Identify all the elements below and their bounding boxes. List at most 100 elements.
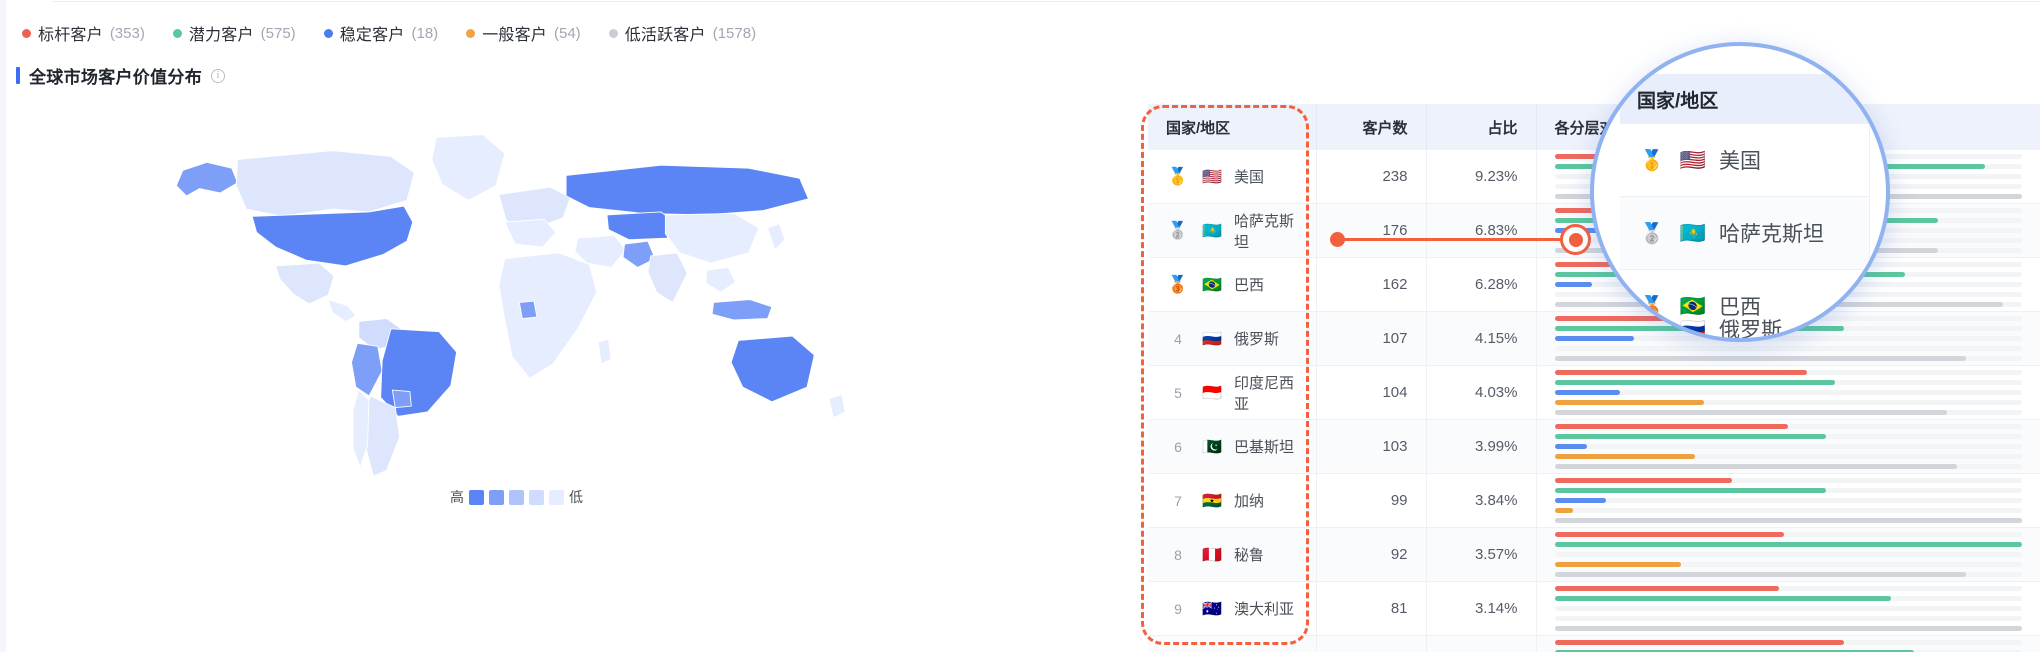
- tier-dot-stable: [323, 28, 333, 38]
- rank-number: 4: [1174, 330, 1182, 347]
- tier-bar-track-5: [1554, 410, 2022, 415]
- title-accent-bar: [16, 67, 20, 84]
- tier-bar-track-4: [1554, 346, 2022, 351]
- tier-bar-fill-2: [1554, 488, 1826, 493]
- rank-number: 9: [1174, 600, 1182, 617]
- tier-dot-inactive: [608, 28, 618, 38]
- rank-medal-icon: 🥈: [1167, 220, 1189, 240]
- rank-number: 5: [1174, 384, 1182, 401]
- cell-share: 4.15%: [1426, 311, 1537, 366]
- tier-bar-track-4: [1554, 454, 2022, 459]
- map-color-scale-legend: 高 低: [450, 487, 583, 507]
- table-row[interactable]: 7 🇬🇭 加纳 99 3.84%: [1148, 473, 2040, 528]
- table-row[interactable]: 9 🇦🇺 澳大利亚 81 3.14%: [1148, 581, 2040, 636]
- tier-bar-fill-3: [1554, 336, 1634, 341]
- legend-label: 标杆客户: [38, 27, 103, 44]
- country-name-cell: 🥈 🇰🇿 哈萨克斯坦: [1166, 210, 1298, 252]
- tier-bar-fill-5: [1554, 626, 2022, 631]
- cell-country: 9 🇦🇺 澳大利亚: [1148, 581, 1317, 636]
- country-name-cell: 8 🇵🇪 秘鲁: [1166, 544, 1298, 565]
- cell-customer-count: 176: [1316, 203, 1427, 258]
- flag-icon: 🇰🇿: [1679, 220, 1707, 245]
- tier-bar-fill-3: [1554, 282, 1592, 287]
- tier-bar-track-5: [1554, 464, 2022, 469]
- rank-number: 8: [1174, 546, 1182, 563]
- country-name-cell: 9 🇦🇺 澳大利亚: [1166, 598, 1298, 619]
- cell-country: 🥈 🇰🇿 哈萨克斯坦: [1148, 203, 1317, 258]
- cell-share: 4.03%: [1426, 365, 1537, 420]
- magnifier-partial-row-label: 俄罗斯: [1719, 319, 1782, 342]
- tier-dot-benchmark: [22, 28, 31, 38]
- map-legend-swatch-3: [509, 489, 524, 505]
- tier-bar-track-5: [1554, 626, 2022, 631]
- legend-label: 低活跃客户: [624, 27, 706, 44]
- tier-bar-fill-1: [1554, 532, 1784, 537]
- table-row[interactable]: 10🇵🇾巴拉圭762.95%: [1148, 635, 2040, 652]
- cell-share: 3.57%: [1426, 527, 1537, 582]
- column-header-country[interactable]: 国家/地区: [1148, 104, 1317, 150]
- tier-bar-track-4: [1554, 562, 2022, 567]
- legend-label: 一般客户: [482, 27, 547, 44]
- country-label: 秘鲁: [1234, 547, 1265, 564]
- table-row[interactable]: 8 🇵🇪 秘鲁 92 3.57%: [1148, 527, 2040, 582]
- legend-item-4[interactable]: 一般客户 (54): [466, 21, 581, 45]
- country-name-cell: 5 🇮🇩 印度尼西亚: [1166, 372, 1298, 414]
- tier-bar-fill-3: [1554, 498, 1606, 503]
- magnifier-row: 🥉 🇧🇷 巴西: [1620, 270, 1870, 338]
- world-choropleth-map[interactable]: [150, 130, 880, 510]
- legend-item-1[interactable]: 标杆客户 (353): [22, 21, 145, 45]
- flag-icon: 🇷🇺: [1202, 329, 1222, 348]
- magnifier-overlay: 国家/地区 🥇 🇺🇸 美国 🥈 🇰🇿 哈萨克斯坦 🥉 🇧🇷 巴西 🇷🇺 俄罗斯: [1590, 42, 1890, 342]
- magnifier-column-header: 国家/地区: [1620, 74, 1870, 124]
- legend-item-2[interactable]: 潜力客户 (575): [172, 21, 296, 45]
- tier-bar-group: [1554, 528, 2022, 581]
- table-row[interactable]: 6 🇵🇰 巴基斯坦 103 3.99%: [1148, 419, 2040, 474]
- info-icon[interactable]: i: [211, 68, 225, 83]
- cell-customer-count: 104: [1316, 365, 1427, 420]
- column-header-customers[interactable]: 客户数: [1316, 104, 1427, 150]
- legend-item-3[interactable]: 稳定客户 (18): [323, 21, 438, 45]
- map-legend-swatch-1: [469, 489, 484, 505]
- tier-bar-track-3: [1554, 498, 2022, 503]
- rank-medal-icon: 🥇: [1639, 149, 1665, 172]
- legend-label: 稳定客户: [339, 27, 405, 44]
- legend-count: (575): [260, 24, 296, 42]
- column-header-share[interactable]: 占比: [1426, 104, 1537, 150]
- flag-icon: 🇺🇸: [1679, 147, 1707, 172]
- tier-bar-track-1: [1554, 424, 2022, 429]
- cell-country: 🥉 🇧🇷 巴西: [1148, 257, 1317, 312]
- tier-bar-track-4: [1554, 400, 2022, 405]
- tier-bar-track-2: [1554, 488, 2022, 493]
- country-label: 巴西: [1719, 296, 1761, 319]
- cell-customer-count: 92: [1316, 527, 1427, 582]
- tier-bar-track-5: [1554, 572, 2022, 577]
- legend-item-5[interactable]: 低活跃客户 (1578): [608, 21, 757, 45]
- rank-number: 7: [1174, 492, 1182, 509]
- callout-connector-line: [1337, 238, 1577, 241]
- table-row[interactable]: 5 🇮🇩 印度尼西亚 104 4.03%: [1148, 365, 2040, 420]
- cell-country: 8 🇵🇪 秘鲁: [1148, 527, 1317, 582]
- cell-country: 6 🇵🇰 巴基斯坦: [1148, 419, 1317, 474]
- cell-share: 3.14%: [1426, 581, 1537, 636]
- cell-customer-count: 238: [1316, 150, 1427, 204]
- legend-count: (54): [554, 24, 581, 42]
- flag-icon: 🇦🇺: [1202, 599, 1222, 618]
- rank-number: 6: [1174, 438, 1182, 455]
- table-row[interactable]: 4 🇷🇺 俄罗斯 107 4.15%: [1148, 311, 2040, 366]
- flag-icon: 🇧🇷: [1679, 293, 1707, 318]
- flag-icon: 🇬🇭: [1202, 491, 1222, 510]
- legend-label: 潜力客户: [188, 27, 254, 44]
- tier-bar-track-1: [1554, 532, 2022, 537]
- tier-bar-fill-2: [1554, 542, 2022, 547]
- flag-icon: 🇷🇺: [1679, 316, 1707, 341]
- tier-bar-fill-1: [1554, 586, 1779, 591]
- cell-share: 2.95%: [1426, 635, 1537, 652]
- legend-count: (1578): [712, 24, 757, 42]
- cell-share: 3.99%: [1426, 419, 1537, 474]
- table-row[interactable]: 🥉 🇧🇷 巴西 162 6.28%: [1148, 257, 2040, 312]
- cell-country: 10🇵🇾巴拉圭: [1148, 635, 1317, 652]
- tier-bar-group: [1554, 366, 2022, 419]
- tier-bar-track-5: [1554, 356, 2022, 361]
- map-legend-swatch-4: [529, 489, 544, 505]
- cell-country: 4 🇷🇺 俄罗斯: [1148, 311, 1317, 366]
